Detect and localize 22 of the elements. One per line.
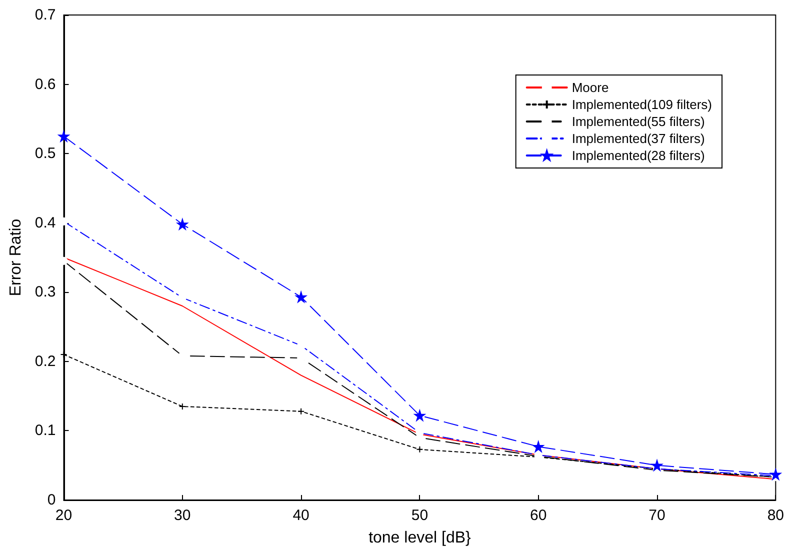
x-axis-title: tone level [dB} [368, 530, 472, 546]
legend-label: Implemented(28 filters) [572, 148, 705, 163]
y-tick-label: 0.6 [34, 76, 56, 93]
y-tick-label: 0.4 [34, 214, 56, 232]
x-tick-label: 30 [174, 507, 191, 524]
y-tick-label: 0.5 [34, 145, 56, 162]
x-tick-label: 80 [767, 507, 784, 524]
legend-label: Implemented(109 filters) [572, 97, 712, 112]
x-tick-label: 40 [292, 507, 310, 524]
x-tick-label: 20 [55, 507, 72, 524]
x-tick-label: 60 [530, 507, 547, 524]
x-tick-label: 50 [411, 507, 428, 524]
y-tick-label: 0 [47, 492, 56, 508]
x-tick-label: 70 [648, 507, 666, 524]
y-tick-label: 0.2 [34, 352, 56, 370]
y-tick-label: 0.7 [34, 6, 56, 24]
legend-label: Moore [572, 80, 609, 95]
y-tick-label: 0.3 [34, 284, 56, 301]
y-tick-label: 0.1 [34, 422, 56, 440]
y-axis-title: Error Ratio [8, 218, 24, 296]
legend-label: Implemented(37 filters) [572, 131, 705, 146]
legend-label: Implemented(55 filters) [572, 114, 705, 129]
